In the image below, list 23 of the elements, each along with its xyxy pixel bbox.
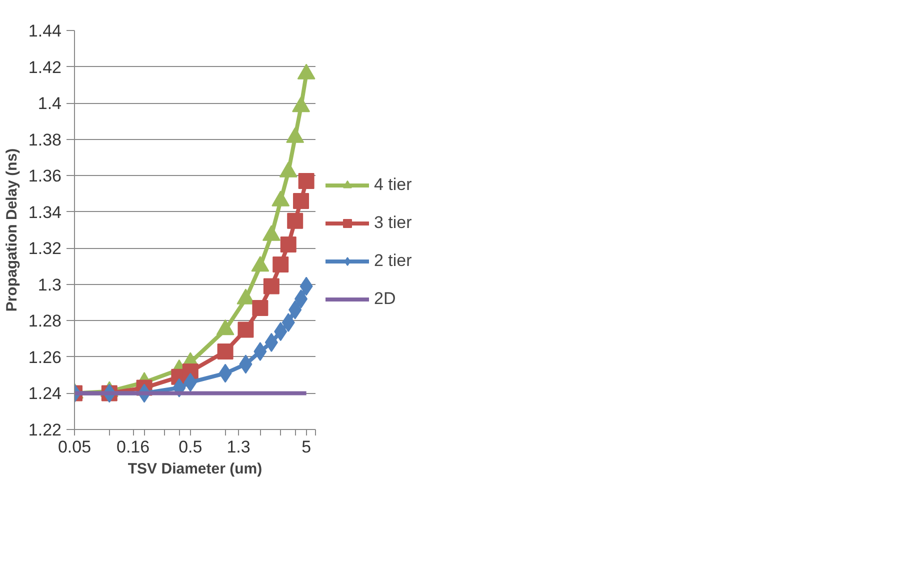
x-tick-label: 5 [302, 438, 312, 456]
y-tick-label: 1.28 [28, 312, 62, 331]
y-tick-label: 1.3 [38, 275, 62, 294]
x-tick-label: 0.5 [178, 438, 202, 456]
x-axis-title: TSV Diameter (um) [128, 460, 262, 478]
x-tick-label: 0.05 [58, 438, 92, 456]
y-tick-label: 1.36 [28, 166, 62, 186]
legend-label: 2D [374, 289, 397, 309]
legend-label: 4 tier [374, 175, 413, 195]
y-tick-label: 1.44 [28, 22, 62, 40]
y-tick-label: 1.34 [28, 202, 62, 222]
y-tick-label: 1.24 [28, 384, 62, 404]
x-tick-label: 0.16 [116, 438, 150, 456]
y-tick-label: 1.26 [28, 348, 62, 367]
y-axis-title: Propagation Delay (ns) [3, 148, 20, 312]
y-tick-label: 1.38 [28, 130, 62, 150]
y-tick-label: 1.22 [28, 420, 62, 440]
y-tick-label: 1.32 [28, 239, 62, 258]
y-tick-label: 1.42 [28, 58, 62, 77]
legend-label: 3 tier [374, 213, 413, 233]
legend-label: 2 tier [374, 251, 413, 271]
y-tick-label: 1.4 [38, 94, 62, 114]
x-tick-label: 1.3 [226, 438, 250, 456]
